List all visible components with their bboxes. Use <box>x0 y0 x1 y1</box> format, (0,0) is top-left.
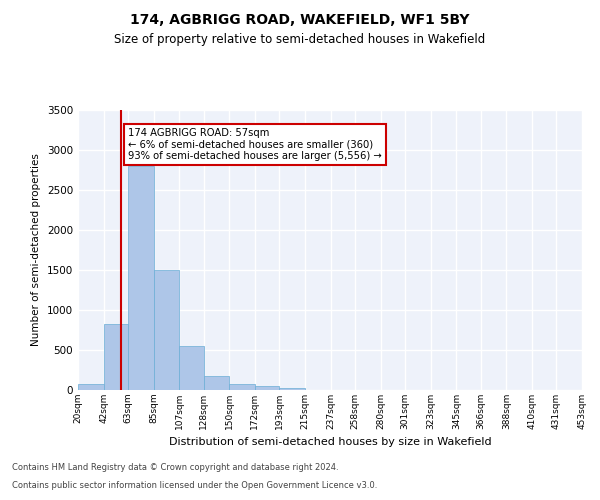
X-axis label: Distribution of semi-detached houses by size in Wakefield: Distribution of semi-detached houses by … <box>169 438 491 448</box>
Bar <box>78 384 104 390</box>
Bar <box>255 386 280 390</box>
Bar <box>154 270 179 390</box>
Y-axis label: Number of semi-detached properties: Number of semi-detached properties <box>31 154 41 346</box>
Bar <box>280 388 305 390</box>
Text: Contains public sector information licensed under the Open Government Licence v3: Contains public sector information licen… <box>12 481 377 490</box>
Bar <box>204 376 229 390</box>
Bar <box>229 384 255 390</box>
Bar <box>179 346 204 390</box>
Text: Contains HM Land Registry data © Crown copyright and database right 2024.: Contains HM Land Registry data © Crown c… <box>12 464 338 472</box>
Text: 174, AGBRIGG ROAD, WAKEFIELD, WF1 5BY: 174, AGBRIGG ROAD, WAKEFIELD, WF1 5BY <box>130 12 470 26</box>
Text: Size of property relative to semi-detached houses in Wakefield: Size of property relative to semi-detach… <box>115 32 485 46</box>
Bar <box>104 324 128 390</box>
Bar <box>128 166 154 390</box>
Text: 174 AGBRIGG ROAD: 57sqm
← 6% of semi-detached houses are smaller (360)
93% of se: 174 AGBRIGG ROAD: 57sqm ← 6% of semi-det… <box>128 128 382 161</box>
